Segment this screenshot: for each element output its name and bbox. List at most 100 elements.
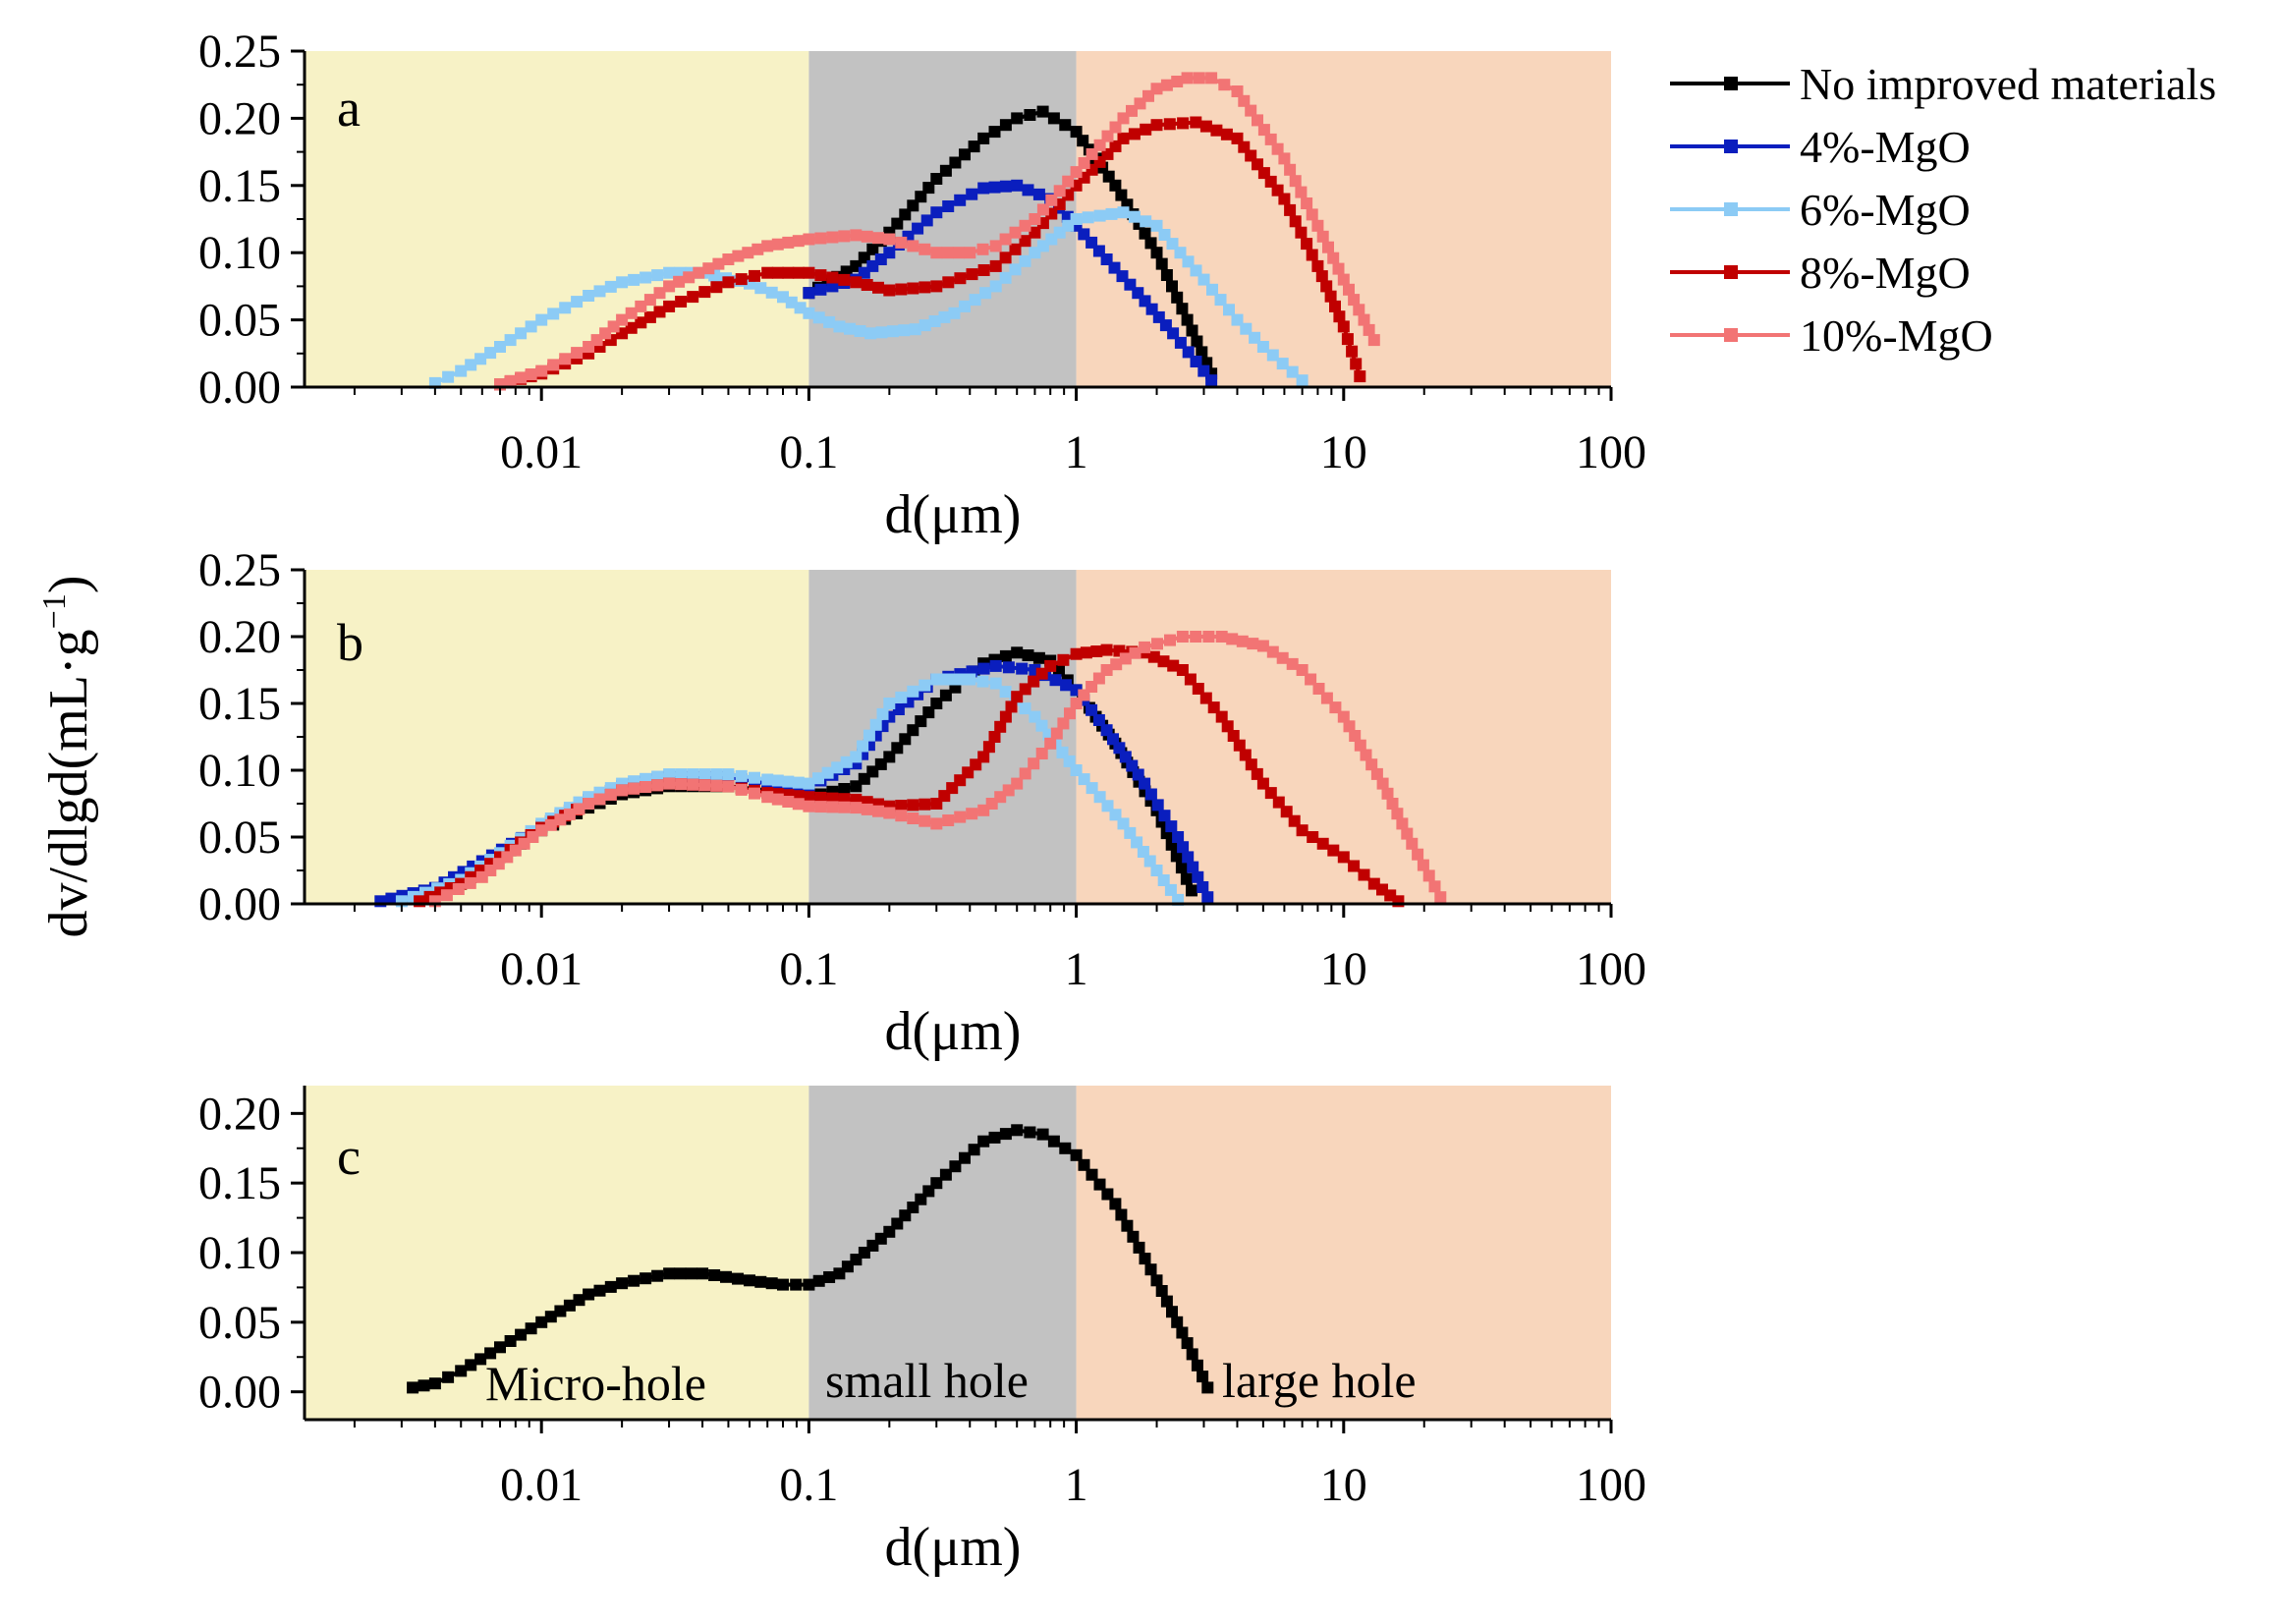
data-point: [999, 686, 1012, 699]
data-point: [455, 1365, 468, 1377]
data-point: [1264, 133, 1277, 145]
data-point: [1036, 1128, 1049, 1141]
data-point: [504, 374, 517, 387]
data-point: [515, 327, 528, 340]
data-point: [938, 310, 951, 323]
data-point: [899, 208, 912, 221]
data-point: [844, 322, 856, 335]
data-point: [484, 347, 497, 360]
data-point: [1019, 219, 1031, 232]
data-point: [1386, 798, 1399, 810]
data-point: [663, 266, 676, 279]
data-point: [702, 262, 715, 275]
data-point: [1050, 727, 1063, 740]
y-tick-label: 0.25: [198, 544, 281, 596]
data-point: [1434, 891, 1447, 904]
data-point: [907, 812, 919, 824]
data-point: [803, 287, 815, 300]
data-point: [1311, 219, 1324, 232]
data-point: [782, 775, 795, 788]
data-point: [1215, 710, 1228, 723]
data-point: [1005, 700, 1018, 713]
data-point: [1016, 662, 1029, 675]
data-point: [1157, 655, 1170, 668]
legend-label: No improved materials: [1800, 59, 2216, 109]
data-point: [1086, 1168, 1098, 1181]
x-tick-label: 1: [1065, 426, 1088, 478]
data-point: [1417, 859, 1429, 871]
data-point: [1158, 229, 1171, 241]
data-point: [1045, 194, 1058, 206]
data-point: [919, 281, 931, 294]
data-point: [1082, 211, 1094, 224]
data-point: [966, 268, 978, 281]
data-point: [674, 1267, 687, 1280]
data-point: [604, 280, 617, 293]
data-point: [1412, 848, 1424, 861]
data-point: [826, 801, 839, 813]
data-point: [771, 238, 784, 251]
data-point: [1063, 755, 1076, 767]
data-point: [949, 156, 962, 169]
data-point: [1236, 635, 1249, 647]
data-point: [1131, 836, 1143, 849]
data-point: [1341, 333, 1354, 346]
data-point: [1365, 758, 1378, 771]
data-point: [803, 266, 815, 279]
data-point: [1121, 1219, 1134, 1232]
data-point: [616, 276, 629, 289]
data-point: [1249, 331, 1261, 344]
data-point: [563, 1299, 576, 1312]
data-point: [1119, 652, 1132, 665]
data-point: [1280, 806, 1293, 818]
data-point: [1266, 645, 1279, 658]
data-point: [1115, 189, 1128, 201]
data-point: [1044, 737, 1057, 750]
data-point: [1233, 739, 1246, 752]
data-point: [941, 247, 954, 259]
data-point: [942, 814, 955, 826]
data-point: [792, 235, 805, 248]
data-point: [907, 240, 919, 252]
data-point: [1019, 235, 1031, 248]
data-point: [977, 132, 990, 144]
data-point: [687, 291, 699, 304]
data-point: [826, 271, 839, 284]
data-point: [1151, 799, 1164, 812]
data-point: [1199, 692, 1212, 704]
data-point: [866, 243, 879, 255]
data-point: [1176, 1326, 1189, 1339]
data-point: [966, 808, 978, 820]
data-point: [428, 1377, 441, 1390]
data-point: [850, 802, 863, 814]
data-point: [907, 799, 919, 812]
data-point: [1199, 120, 1212, 133]
data-point: [1157, 874, 1170, 886]
data-point: [1322, 241, 1334, 253]
data-point: [814, 269, 827, 282]
data-point: [1320, 692, 1333, 704]
panel-a: a 0.01 0.1 1 10 100 0.00 0.05 0.10 0.15 0.20 0.25 d…: [198, 26, 1646, 545]
data-point: [1165, 820, 1178, 833]
data-point: [1337, 320, 1350, 333]
data-point: [1220, 128, 1233, 140]
data-point: [969, 294, 981, 307]
data-point: [895, 691, 908, 703]
data-point: [942, 276, 955, 289]
data-point: [1117, 132, 1130, 144]
data-point: [1062, 175, 1075, 188]
data-point: [749, 787, 760, 800]
data-point: [1176, 631, 1189, 643]
data-point: [999, 710, 1012, 723]
data-point: [869, 718, 882, 731]
series-6-mgo: [428, 206, 1309, 389]
y-tick-label: 0.15: [198, 678, 281, 730]
data-point: [861, 279, 873, 291]
data-point: [1353, 304, 1365, 316]
region-label-large: large hole: [1222, 1353, 1417, 1408]
data-point: [535, 313, 548, 326]
data-point: [1044, 659, 1057, 672]
data-point: [1151, 638, 1163, 650]
data-point: [1284, 163, 1297, 176]
data-point: [1077, 135, 1089, 147]
